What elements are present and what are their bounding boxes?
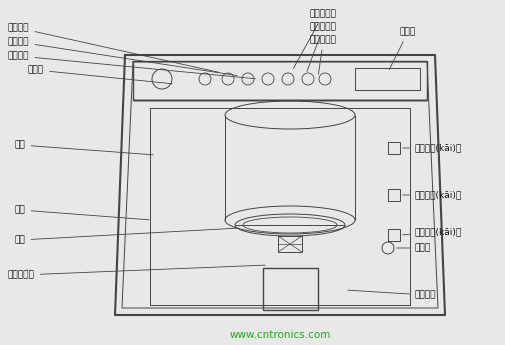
Text: 停止按鈕: 停止按鈕 bbox=[8, 23, 219, 72]
Text: 中水位開(kāi)關: 中水位開(kāi)關 bbox=[402, 190, 462, 199]
Bar bbox=[387, 142, 399, 154]
Text: www.cntronics.com: www.cntronics.com bbox=[229, 330, 330, 340]
Bar bbox=[355, 68, 419, 90]
Text: 撥盤: 撥盤 bbox=[15, 228, 237, 245]
Text: 排水口: 排水口 bbox=[396, 244, 430, 253]
Text: 啟動按鈕: 啟動按鈕 bbox=[8, 51, 255, 79]
Text: 顯示器: 顯示器 bbox=[388, 28, 415, 69]
Bar bbox=[277, 236, 301, 252]
Text: 洗滌電機: 洗滌電機 bbox=[347, 290, 436, 299]
Text: 排水按鈕: 排水按鈕 bbox=[8, 38, 237, 76]
Text: 低水位開(kāi)關: 低水位開(kāi)關 bbox=[402, 227, 462, 237]
Text: 外桶: 外桶 bbox=[15, 206, 149, 220]
Bar bbox=[387, 229, 399, 241]
Bar bbox=[263, 268, 317, 310]
Text: 中水位按鈕: 中水位按鈕 bbox=[307, 22, 336, 71]
Text: 高水位按鈕: 高水位按鈕 bbox=[293, 10, 336, 69]
Text: 低水位按鈕: 低水位按鈕 bbox=[310, 36, 336, 74]
Text: 高水位開(kāi)關: 高水位開(kāi)關 bbox=[402, 144, 462, 152]
Text: 內桶: 內桶 bbox=[15, 140, 153, 155]
Bar bbox=[133, 61, 426, 100]
Text: 電磁離合器: 電磁離合器 bbox=[8, 265, 265, 279]
Bar bbox=[387, 189, 399, 201]
Bar bbox=[149, 108, 409, 305]
Text: 進水口: 進水口 bbox=[28, 66, 172, 84]
